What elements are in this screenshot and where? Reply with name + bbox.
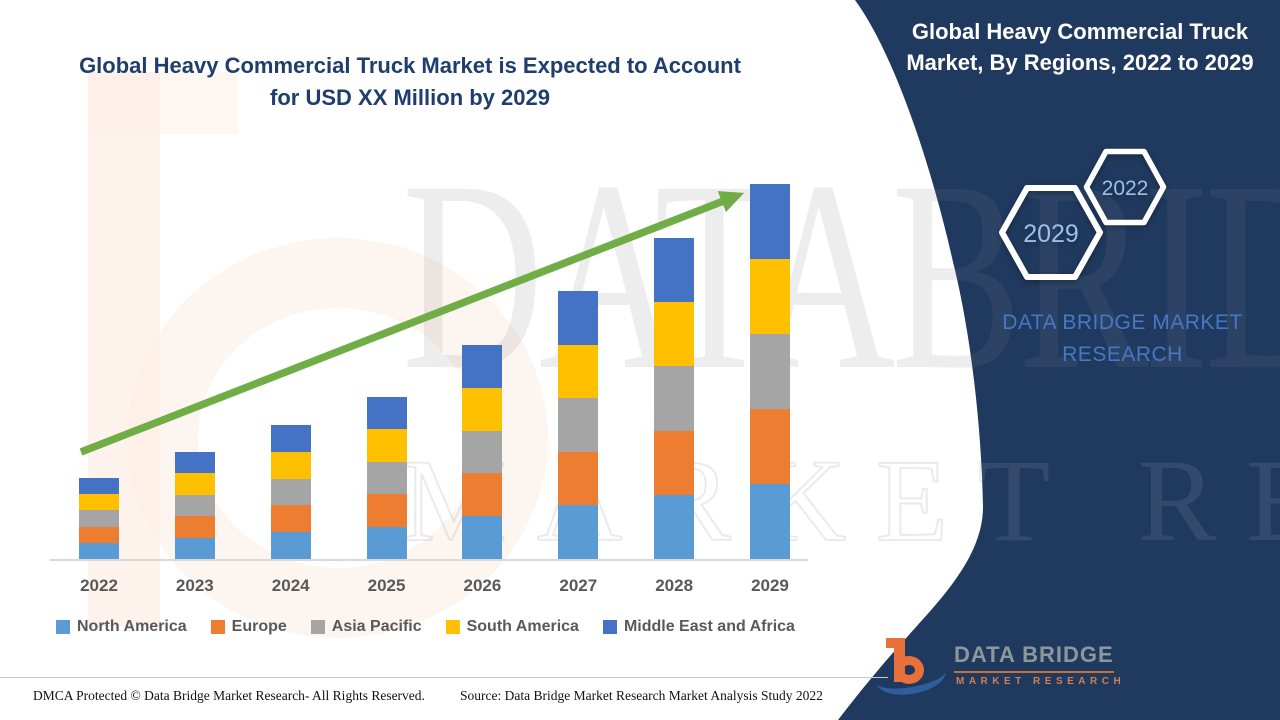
legend: North America Europe Asia Pacific South Ame… <box>56 618 795 636</box>
x-axis-label-2024: 2024 <box>271 576 310 595</box>
footer-dmca-text: DMCA Protected © Data Bridge Market Rese… <box>33 688 425 703</box>
bar-segment-2029-south-america <box>749 259 790 334</box>
legend-label: South America <box>466 618 579 635</box>
bar-segment-2023-europe <box>174 516 215 538</box>
legend-item-asia-pacific: Asia Pacific <box>310 618 422 636</box>
bar-segment-2028-north-america <box>654 494 695 559</box>
bar-segment-2026-middle-east-and-africa <box>462 345 503 388</box>
bar-segment-2027-south-america <box>558 344 599 399</box>
bar-segment-2023-asia-pacific <box>174 494 215 517</box>
legend-swatch-icon <box>56 620 70 634</box>
bar-segment-2025-middle-east-and-africa <box>366 397 407 430</box>
bar-segment-2025-north-america <box>366 526 407 559</box>
watermark-text-market-research-overlay: MARKET RESEARCH <box>402 435 1280 566</box>
hexagon-2022: 2022 <box>1083 148 1167 226</box>
bar-segment-2024-north-america <box>270 532 311 559</box>
hexagon-2022-label: 2022 <box>1102 177 1149 200</box>
legend-label: Europe <box>231 618 287 635</box>
brand-text-line2: RESEARCH <box>1062 343 1183 366</box>
legend-swatch-icon <box>210 620 225 634</box>
bar-segment-2025-asia-pacific <box>366 461 407 495</box>
bar-2023 <box>174 452 215 559</box>
chart-title-line2: for USD XX Million by 2029 <box>270 85 550 110</box>
bar-2026 <box>462 345 503 559</box>
hexagon-2029: 2029 <box>999 185 1103 280</box>
hexagon-2029-label: 2029 <box>1023 220 1079 248</box>
legend-swatch-icon <box>310 620 325 634</box>
bar-segment-2023-south-america <box>174 473 215 495</box>
bar-segment-2027-middle-east-and-africa <box>558 291 599 345</box>
bar-segment-2028-south-america <box>654 302 695 367</box>
brand-text: DATA BRIDGE MARKET RESEARCH <box>960 307 1280 371</box>
bar-segment-2024-middle-east-and-africa <box>270 425 311 452</box>
bar-segment-2024-asia-pacific <box>270 478 311 506</box>
chart-title: Global Heavy Commercial Truck Market is … <box>60 50 760 114</box>
sidebar-title: Global Heavy Commercial Truck Market, By… <box>906 19 1254 75</box>
bar-2028 <box>654 238 695 559</box>
legend-swatch-icon <box>445 620 460 634</box>
chart-title-line1: Global Heavy Commercial Truck Market is … <box>79 53 741 78</box>
bar-segment-2026-asia-pacific <box>462 430 503 474</box>
bar-2024 <box>270 425 311 559</box>
x-axis-label-2026: 2026 <box>463 576 502 595</box>
bar-2029 <box>749 184 790 559</box>
legend-label: North America <box>77 618 187 635</box>
legend-swatch-icon <box>602 620 617 634</box>
legend-item-north-america: North America <box>56 618 187 636</box>
x-axis-label-2028: 2028 <box>655 576 694 595</box>
bar-segment-2025-south-america <box>366 429 407 462</box>
bar-segment-2028-asia-pacific <box>654 366 695 431</box>
legend-item-middle-east-and-africa: Middle East and Africa <box>602 618 795 636</box>
x-axis-label-2025: 2025 <box>367 576 406 595</box>
bar-segment-2029-europe <box>749 409 790 484</box>
bar-segment-2029-asia-pacific <box>749 334 790 409</box>
bar-2022 <box>79 478 119 559</box>
legend-item-south-america: South America <box>445 618 579 636</box>
bar-segment-2024-south-america <box>270 451 311 479</box>
bar-segment-2022-asia-pacific <box>79 510 119 527</box>
bar-segment-2025-europe <box>366 494 407 527</box>
bar-segment-2027-north-america <box>558 505 599 559</box>
legend-item-europe: Europe <box>210 618 287 636</box>
logo-subtitle: MARKET RESEARCH <box>956 676 1126 687</box>
bar-segment-2027-europe <box>558 451 599 506</box>
dbmr-logo: DATA BRIDGE MARKET RESEARCH <box>873 634 1140 706</box>
logo-b-icon-bowl <box>894 656 924 684</box>
x-axis-label-2027: 2027 <box>559 576 598 595</box>
logo-name: DATA BRIDGE <box>954 642 1114 673</box>
bar-segment-2022-north-america <box>79 542 119 559</box>
bar-segment-2022-south-america <box>79 494 119 511</box>
footer-divider <box>0 677 888 678</box>
bar-segment-2026-europe <box>462 473 503 517</box>
x-axis-label-2023: 2023 <box>175 576 214 595</box>
bar-segment-2024-europe <box>270 505 311 533</box>
bar-segment-2029-middle-east-and-africa <box>749 184 790 259</box>
brand-text-line1: DATA BRIDGE MARKET <box>1002 311 1243 334</box>
footer-source-text: Source: Data Bridge Market Research Mark… <box>460 688 823 703</box>
bar-2027 <box>558 291 599 559</box>
bar-segment-2026-north-america <box>462 516 503 559</box>
x-axis-line <box>50 559 808 561</box>
legend-label: Middle East and Africa <box>623 618 795 635</box>
bar-segment-2028-europe <box>654 430 695 495</box>
bar-segment-2022-europe <box>79 526 119 543</box>
peach-b-watermark-hook <box>88 72 238 134</box>
bar-segment-2028-middle-east-and-africa <box>654 238 695 303</box>
x-axis-label-2022: 2022 <box>80 576 118 595</box>
legend-label: Asia Pacific <box>331 618 422 635</box>
bar-segment-2023-north-america <box>174 537 215 559</box>
bar-segment-2029-north-america <box>749 484 790 559</box>
x-axis-label-2029: 2029 <box>751 576 789 595</box>
bar-segment-2027-asia-pacific <box>558 398 599 452</box>
bar-2025 <box>366 397 407 559</box>
bar-segment-2022-middle-east-and-africa <box>79 478 119 495</box>
bar-segment-2026-south-america <box>462 387 503 431</box>
bar-segment-2023-middle-east-and-africa <box>174 452 215 474</box>
